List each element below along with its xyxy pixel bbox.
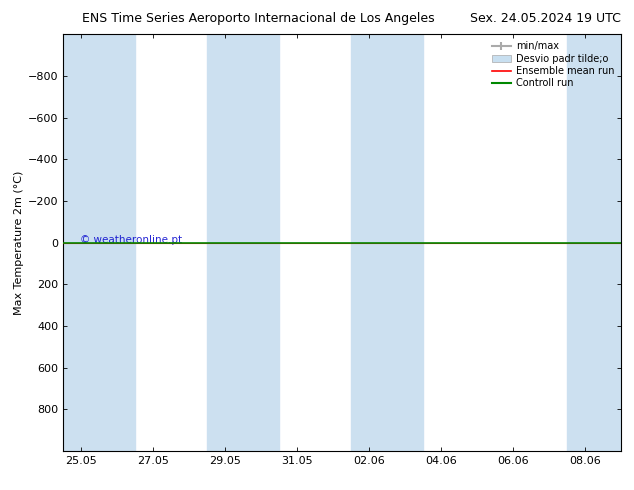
Text: © weatheronline.pt: © weatheronline.pt xyxy=(80,236,182,245)
Bar xyxy=(207,34,280,451)
Bar xyxy=(351,34,424,451)
Bar xyxy=(63,34,136,451)
Text: Sex. 24.05.2024 19 UTC: Sex. 24.05.2024 19 UTC xyxy=(470,12,621,25)
Text: ENS Time Series Aeroporto Internacional de Los Angeles: ENS Time Series Aeroporto Internacional … xyxy=(82,12,435,25)
Legend: min/max, Desvio padr tilde;o, Ensemble mean run, Controll run: min/max, Desvio padr tilde;o, Ensemble m… xyxy=(488,37,618,92)
Bar xyxy=(567,34,621,451)
Y-axis label: Max Temperature 2m (°C): Max Temperature 2m (°C) xyxy=(14,171,24,315)
